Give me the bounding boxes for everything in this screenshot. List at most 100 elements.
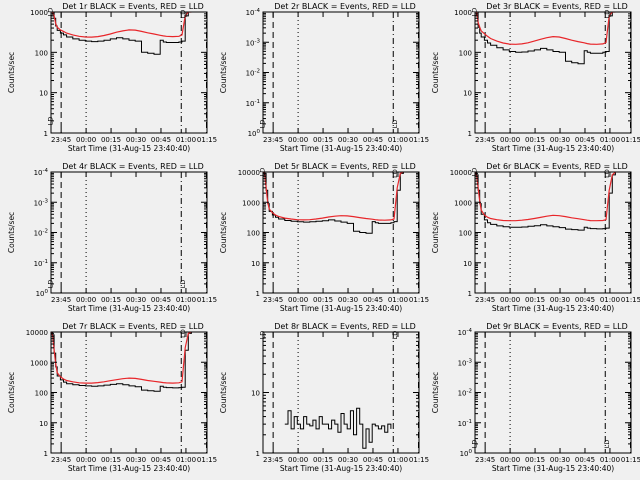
x-tick-label: 01:15 — [197, 136, 217, 144]
x-tick-label: 01:15 — [621, 456, 640, 464]
x-axis-label: Start Time (31-Aug-15 23:40:40) — [492, 464, 614, 473]
y-tick-label: 100 — [459, 230, 472, 238]
plot-frame — [262, 171, 420, 294]
x-tick-label: 00:45 — [363, 296, 383, 304]
series-events — [284, 407, 392, 449]
y-axis-label: Counts/sec — [219, 212, 228, 253]
plot-frame — [50, 171, 208, 294]
x-tick-label: 00:00 — [288, 136, 308, 144]
x-tick-label: 00:45 — [575, 296, 595, 304]
y-tick-label: 1 — [44, 450, 48, 458]
ld-annotation: LD — [603, 10, 611, 19]
x-tick-label: 01:00 — [600, 456, 620, 464]
x-tick-label: 00:00 — [500, 456, 520, 464]
x-tick-label: 00:30 — [338, 456, 358, 464]
x-tick-label: 00:45 — [575, 456, 595, 464]
y-tick-label: 100 — [459, 49, 472, 57]
y-axis-label: Counts/sec — [431, 52, 440, 93]
x-tick-label: 00:00 — [76, 456, 96, 464]
series-lld — [51, 332, 192, 384]
y-tick-label: 10000 — [450, 169, 472, 177]
x-tick-label: 01:00 — [176, 136, 196, 144]
x-tick-label: 00:45 — [575, 136, 595, 144]
x-tick-label: 01:00 — [600, 296, 620, 304]
x-tick-label: 00:15 — [525, 136, 545, 144]
data-layer — [263, 172, 404, 234]
plot-frame — [262, 11, 420, 134]
x-axis-label: Start Time (31-Aug-15 23:40:40) — [68, 304, 190, 313]
y-tick-label: 10-2 — [458, 389, 472, 398]
ld-annotation: LD — [179, 10, 187, 19]
x-tick-label: 00:30 — [126, 456, 146, 464]
x-tick-label: 01:15 — [409, 456, 429, 464]
ld-annotation: LD — [391, 331, 399, 340]
y-tick-label: 1 — [256, 290, 260, 298]
ld-annotation: LD — [179, 329, 187, 338]
y-tick-label: 10-1 — [458, 419, 472, 428]
x-tick-label: 00:15 — [525, 296, 545, 304]
y-tick-label: 10-2 — [246, 69, 260, 78]
x-tick-label: 01:00 — [388, 296, 408, 304]
chart-title: Det 2r BLACK = Events, RED = LLD — [274, 2, 416, 11]
x-tick-label: 23:45 — [475, 136, 495, 144]
plot-frame — [474, 11, 632, 134]
y-tick-label: 10-3 — [458, 358, 473, 367]
x-tick-label: 00:15 — [101, 296, 121, 304]
x-tick-label: 00:15 — [313, 136, 333, 144]
x-tick-label: 00:30 — [338, 296, 358, 304]
x-tick-label: 23:45 — [263, 136, 283, 144]
x-axis-label: Start Time (31-Aug-15 23:40:40) — [280, 304, 402, 313]
y-tick-label: 10-4 — [246, 8, 261, 17]
y-axis-label: Counts/sec — [219, 52, 228, 93]
x-tick-label: 00:00 — [500, 136, 520, 144]
y-axis-label: Counts/sec — [431, 372, 440, 413]
y-tick-label: 100 — [35, 390, 48, 398]
y-tick-label: 1 — [256, 450, 260, 458]
series-events — [51, 12, 192, 55]
y-tick-label: 10 — [39, 90, 48, 98]
y-tick-label: 100 — [35, 49, 48, 57]
x-tick-label: 00:45 — [151, 136, 171, 144]
x-tick-label: 00:15 — [313, 456, 333, 464]
chart-title: Det 3r BLACK = Events, RED = LLD — [486, 2, 628, 11]
ld-annotation: LD — [603, 440, 611, 449]
x-tick-label: 00:15 — [101, 456, 121, 464]
x-tick-label: 00:45 — [151, 456, 171, 464]
y-tick-label: 10-4 — [458, 328, 473, 337]
x-axis-label: Start Time (31-Aug-15 23:40:40) — [492, 304, 614, 313]
x-tick-label: 23:45 — [263, 296, 283, 304]
x-tick-label: 23:45 — [51, 136, 71, 144]
x-tick-label: 00:00 — [76, 296, 96, 304]
y-tick-label: 10 — [463, 90, 472, 98]
series-lld — [51, 12, 192, 38]
ld-annotation: LD — [603, 169, 611, 178]
y-axis-label: Counts/sec — [7, 372, 16, 413]
x-tick-label: 00:30 — [126, 296, 146, 304]
x-tick-label: 23:45 — [263, 456, 283, 464]
chart-title: Det 6r BLACK = Events, RED = LLD — [486, 162, 628, 171]
y-axis-label: Counts/sec — [431, 212, 440, 253]
series-events — [51, 332, 192, 392]
x-tick-label: 23:45 — [51, 296, 71, 304]
x-tick-label: 00:30 — [126, 136, 146, 144]
y-tick-label: 10 — [251, 260, 260, 268]
x-tick-label: 00:00 — [288, 456, 308, 464]
y-tick-label: 100 — [248, 129, 261, 138]
plot-frame — [50, 11, 208, 134]
y-axis-label: Counts/sec — [219, 372, 228, 413]
y-tick-label: 100 — [460, 449, 473, 458]
data-layer — [51, 12, 192, 55]
y-tick-label: 100 — [247, 230, 260, 238]
series-lld — [475, 12, 616, 45]
x-tick-label: 00:30 — [550, 136, 570, 144]
plot-frame — [474, 171, 632, 294]
x-tick-label: 23:45 — [475, 296, 495, 304]
x-tick-label: 00:30 — [550, 456, 570, 464]
